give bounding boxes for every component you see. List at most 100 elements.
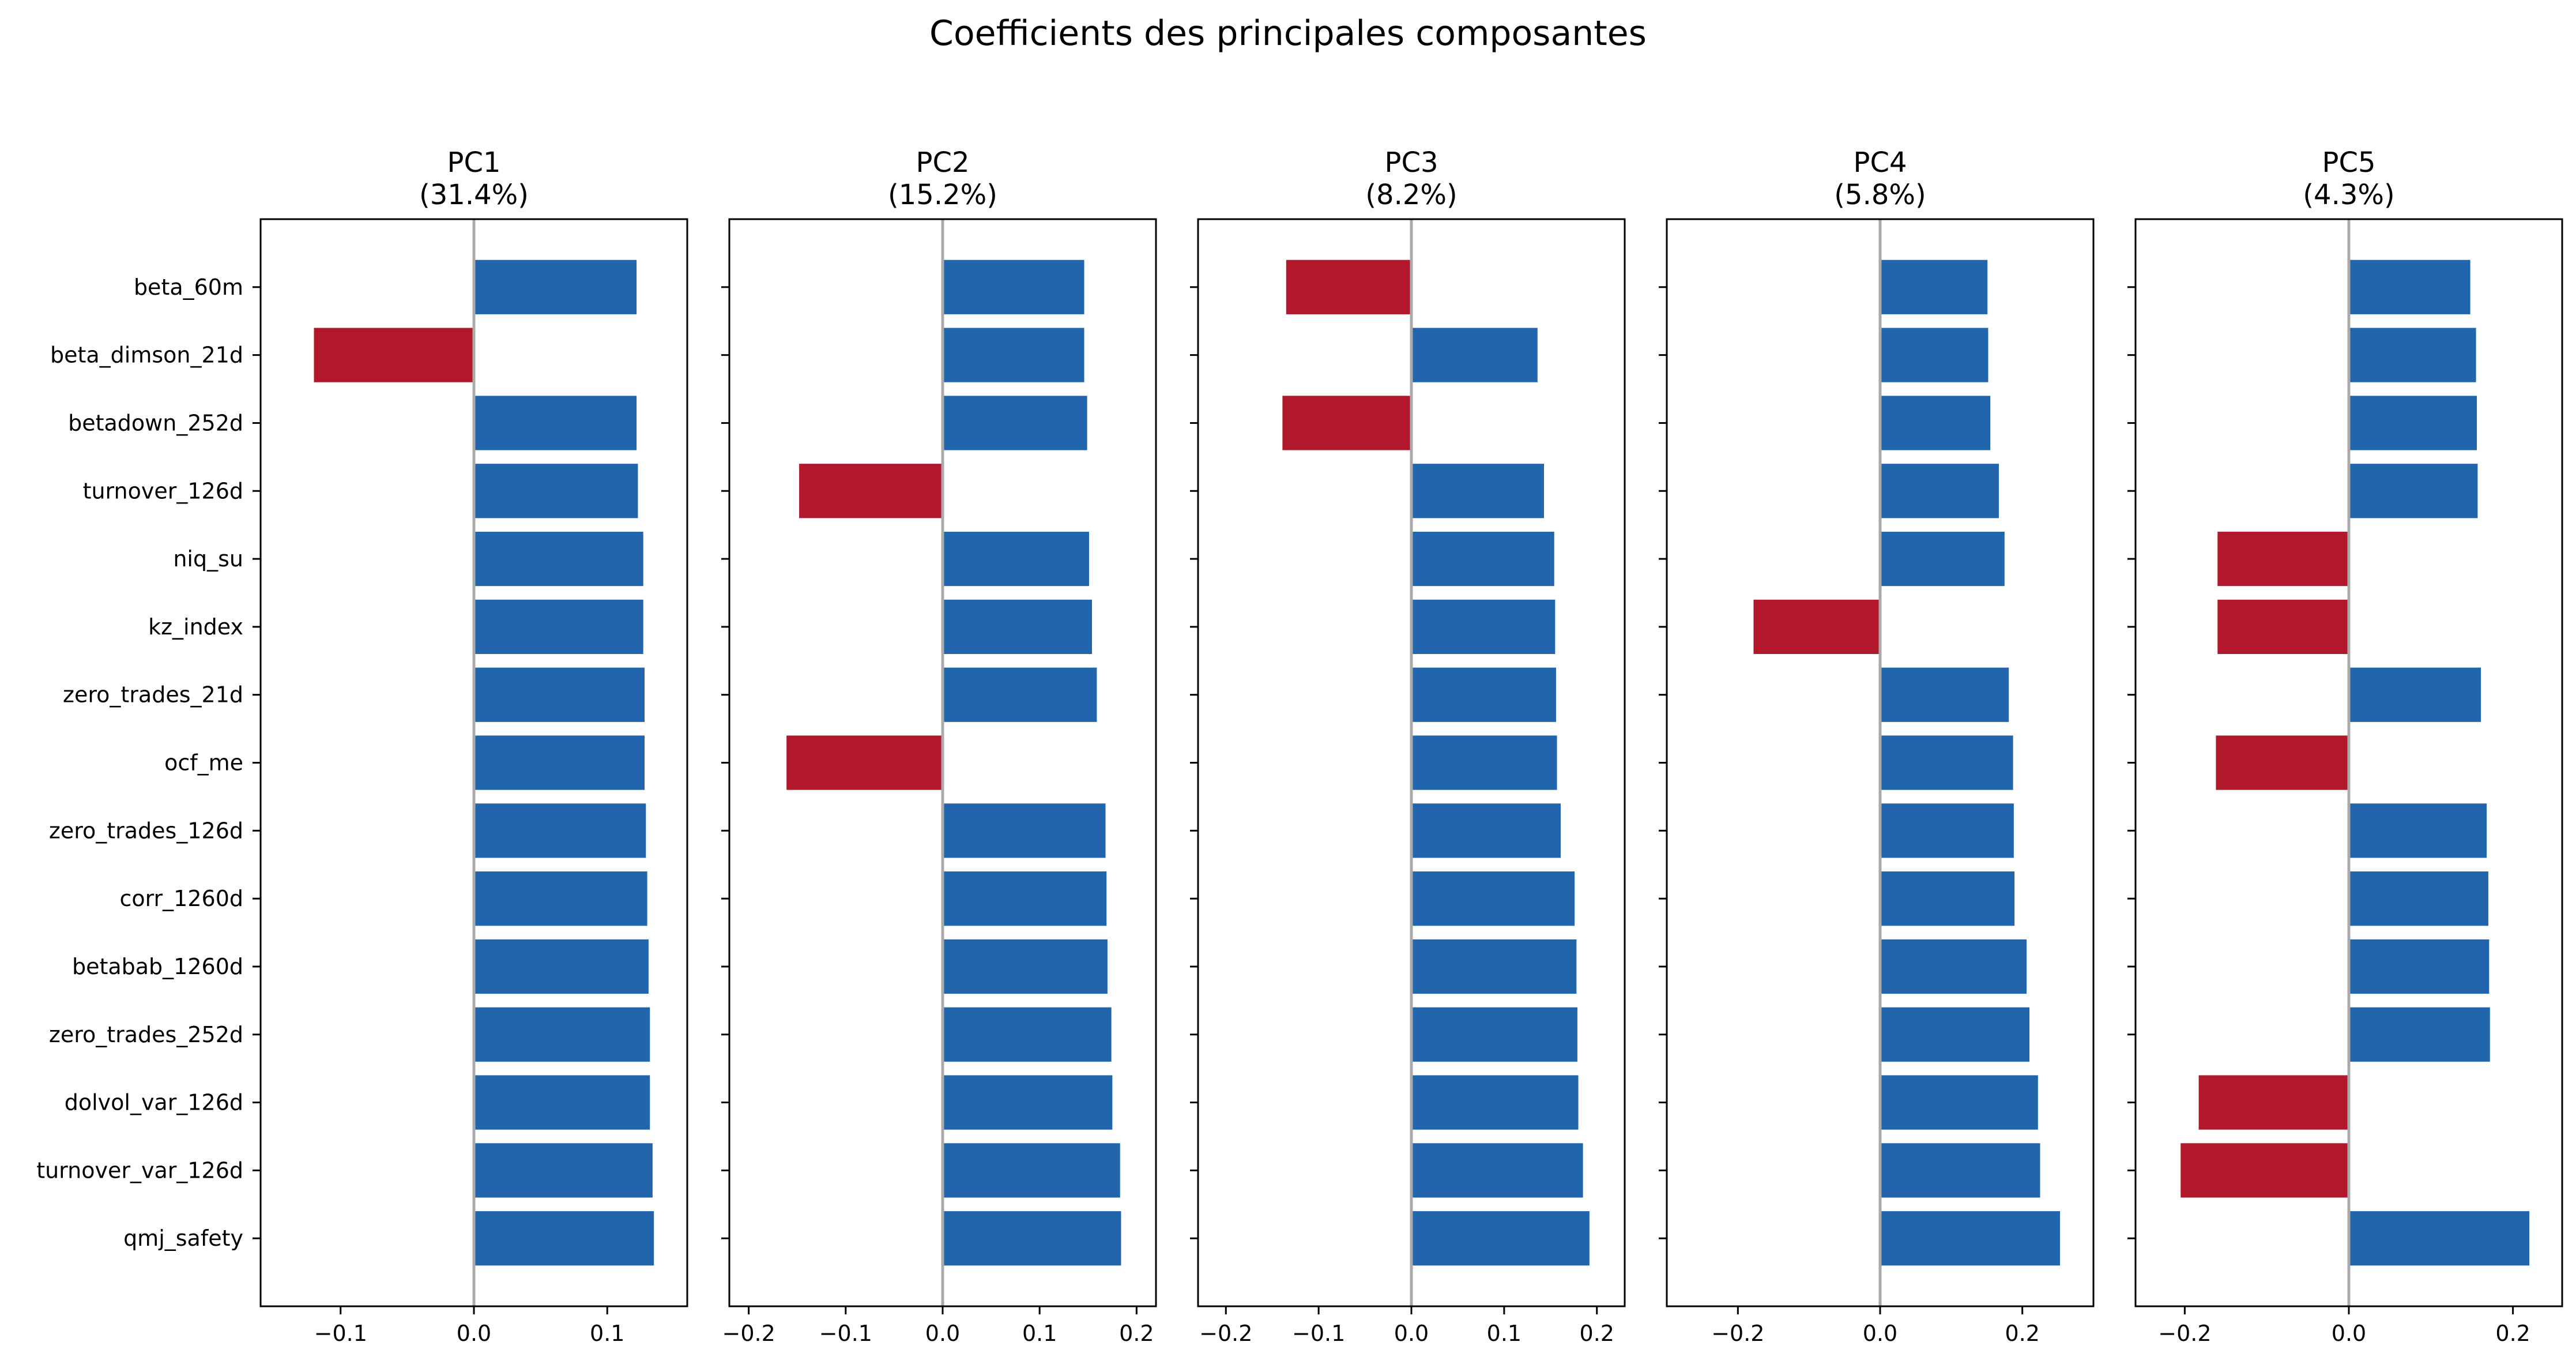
bar: [1880, 328, 1989, 382]
bar: [943, 599, 1092, 654]
category-label: beta_60m: [134, 275, 243, 300]
category-label: betadown_252d: [68, 410, 243, 435]
category-label: niq_su: [173, 546, 243, 572]
x-tick-label: 0.2: [2005, 1321, 2039, 1346]
bar: [943, 803, 1106, 858]
bar: [1880, 1075, 2038, 1130]
x-tick-label: 0.2: [1580, 1321, 1614, 1346]
category-label: turnover_var_126d: [36, 1157, 243, 1183]
bar: [943, 531, 1089, 587]
x-tick-label: 0.0: [457, 1321, 491, 1346]
panel-subtitle: (4.3%): [2303, 179, 2394, 211]
bar: [474, 1143, 653, 1198]
bar: [2349, 871, 2488, 926]
panel-pc2: −0.2 −0.1 0.0 0.1 0.2 PC2(15.2%): [721, 146, 1157, 1346]
category-label: betabab_1260d: [72, 954, 243, 979]
bar: [1411, 667, 1556, 722]
panel-title: PC1: [447, 146, 501, 179]
bar: [474, 667, 645, 722]
x-tick-label: 0.0: [2332, 1321, 2366, 1346]
x-tick-label: 0.1: [1487, 1321, 1522, 1346]
x-tick-label: 0.2: [2495, 1321, 2530, 1346]
category-label: turnover_126d: [83, 478, 243, 503]
bar: [943, 1075, 1113, 1130]
bar: [2349, 1007, 2490, 1062]
bar: [1880, 396, 1991, 450]
x-tick-label: −0.1: [819, 1321, 872, 1346]
bar: [1411, 871, 1575, 926]
panel-title: PC2: [916, 146, 970, 179]
bar: [2198, 1075, 2349, 1130]
panel-title: PC4: [1854, 146, 1907, 179]
x-tick-label: 0.0: [1394, 1321, 1429, 1346]
bar: [943, 871, 1107, 926]
category-label: ocf_me: [164, 750, 243, 776]
panel-subtitle: (8.2%): [1365, 179, 1457, 211]
bar: [314, 328, 474, 382]
bar: [1880, 803, 2014, 858]
bar: [943, 396, 1087, 450]
panel-subtitle: (15.2%): [888, 179, 997, 211]
bar: [474, 464, 638, 518]
bar: [1411, 1143, 1583, 1198]
bar: [1880, 735, 2013, 790]
bar: [1411, 1007, 1577, 1062]
bar: [1282, 396, 1411, 450]
bar: [1411, 531, 1554, 587]
x-tick-label: 0.0: [1863, 1321, 1897, 1346]
panel-pc4: −0.2 0.0 0.2 PC4(5.8%): [1659, 146, 2095, 1346]
category-label: dolvol_var_126d: [65, 1090, 243, 1115]
x-tick-label: 0.2: [1119, 1321, 1154, 1346]
bar: [2349, 667, 2481, 722]
bar: [2349, 464, 2478, 518]
bar: [2217, 531, 2349, 587]
bar: [1411, 939, 1577, 994]
bar: [1411, 599, 1556, 654]
bar: [1411, 464, 1545, 518]
bar: [2349, 803, 2487, 858]
category-label: zero_trades_252d: [49, 1022, 243, 1047]
bar: [474, 735, 645, 790]
bar: [1880, 1007, 2029, 1062]
bar: [1411, 1211, 1590, 1266]
bar: [1286, 260, 1411, 314]
bar: [1411, 328, 1538, 382]
category-label: zero_trades_21d: [63, 682, 243, 708]
category-label: beta_dimson_21d: [50, 343, 243, 368]
bar: [943, 939, 1108, 994]
category-label: zero_trades_126d: [49, 818, 243, 843]
bar: [2180, 1143, 2349, 1198]
bar: [474, 803, 646, 858]
bar: [1411, 1075, 1579, 1130]
bar: [1411, 735, 1557, 790]
bar: [474, 1007, 650, 1062]
bar: [1880, 464, 1999, 518]
bar: [1880, 531, 2005, 587]
x-tick-label: −0.2: [722, 1321, 775, 1346]
category-label: corr_1260d: [119, 886, 243, 911]
bar: [2349, 260, 2470, 314]
bar: [474, 396, 637, 450]
bar: [799, 464, 943, 518]
bar: [943, 1007, 1112, 1062]
bar: [1880, 260, 1988, 314]
x-tick-label: 0.1: [590, 1321, 624, 1346]
bar: [474, 1211, 654, 1266]
bar: [943, 667, 1097, 722]
x-tick-label: −0.1: [1292, 1321, 1345, 1346]
bar: [1880, 871, 2015, 926]
x-tick-label: −0.2: [1199, 1321, 1252, 1346]
bar: [474, 260, 637, 314]
panel-subtitle: (5.8%): [1834, 179, 1926, 211]
chart-title: Coefficients des principales composantes: [929, 13, 1647, 54]
category-label: qmj_safety: [123, 1226, 243, 1251]
x-tick-label: 0.0: [925, 1321, 960, 1346]
bar: [474, 599, 643, 654]
bar: [943, 260, 1084, 314]
bar: [2217, 599, 2349, 654]
bar: [474, 871, 647, 926]
panel-pc3: −0.2 −0.1 0.0 0.1 0.2 PC3(8.2%): [1190, 146, 1626, 1346]
panel-title: PC3: [1385, 146, 1438, 179]
